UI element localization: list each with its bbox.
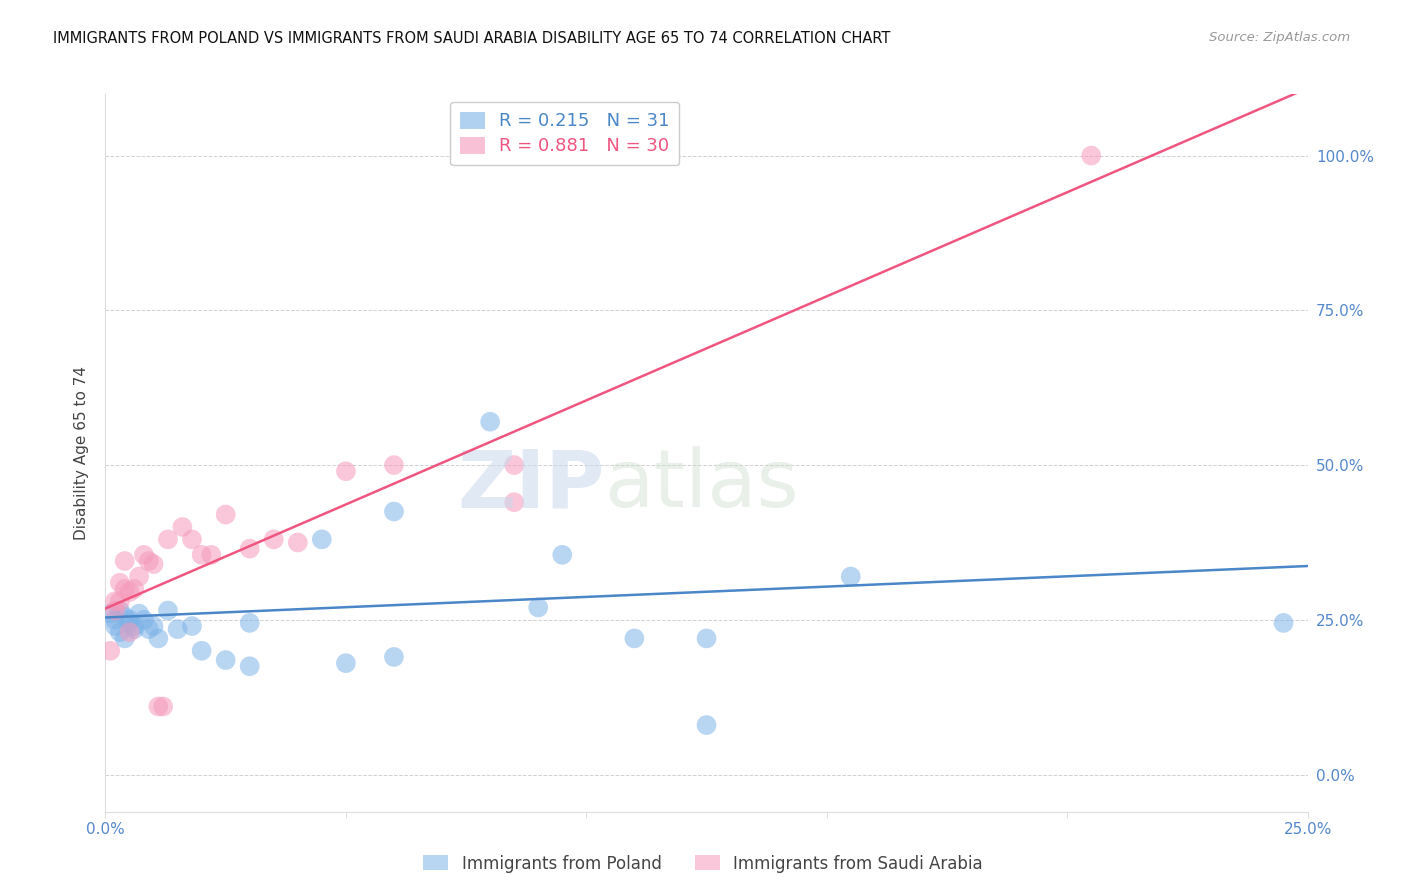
Y-axis label: Disability Age 65 to 74: Disability Age 65 to 74 xyxy=(75,366,90,540)
Point xyxy=(527,600,550,615)
Point xyxy=(335,464,357,478)
Point xyxy=(335,656,357,670)
Point xyxy=(104,594,127,608)
Point xyxy=(114,609,136,624)
Point xyxy=(118,613,141,627)
Point xyxy=(214,508,236,522)
Point xyxy=(114,554,136,568)
Point xyxy=(108,625,131,640)
Point xyxy=(142,619,165,633)
Point xyxy=(128,569,150,583)
Point xyxy=(132,613,155,627)
Point xyxy=(287,535,309,549)
Point xyxy=(172,520,194,534)
Point xyxy=(1080,148,1102,162)
Point xyxy=(623,632,645,646)
Point xyxy=(181,533,204,547)
Point xyxy=(148,699,170,714)
Point xyxy=(124,619,146,633)
Point xyxy=(214,653,236,667)
Point xyxy=(1272,615,1295,630)
Point xyxy=(142,557,165,571)
Point xyxy=(114,582,136,596)
Point xyxy=(138,554,160,568)
Point xyxy=(503,495,526,509)
Point xyxy=(128,607,150,621)
Point xyxy=(118,615,141,630)
Point xyxy=(124,622,146,636)
Point xyxy=(263,533,285,547)
Point xyxy=(108,575,131,590)
Point xyxy=(382,458,405,472)
Point xyxy=(190,644,212,658)
Point xyxy=(104,603,127,617)
Legend: Immigrants from Poland, Immigrants from Saudi Arabia: Immigrants from Poland, Immigrants from … xyxy=(416,848,990,880)
Point xyxy=(166,622,188,636)
Point xyxy=(551,548,574,562)
Point xyxy=(114,632,136,646)
Point xyxy=(104,619,127,633)
Point xyxy=(190,548,212,562)
Point xyxy=(382,650,405,665)
Point xyxy=(479,415,502,429)
Point xyxy=(200,548,222,562)
Point xyxy=(239,541,262,556)
Point xyxy=(156,533,179,547)
Point xyxy=(239,659,262,673)
Point xyxy=(104,613,127,627)
Point xyxy=(132,548,155,562)
Point xyxy=(696,632,718,646)
Point xyxy=(503,458,526,472)
Text: ZIP: ZIP xyxy=(457,446,605,524)
Point xyxy=(118,585,141,599)
Point xyxy=(148,632,170,646)
Point xyxy=(239,615,262,630)
Point xyxy=(124,582,146,596)
Point xyxy=(138,622,160,636)
Point xyxy=(108,603,131,617)
Point xyxy=(839,569,862,583)
Point xyxy=(108,594,131,608)
Legend: R = 0.215   N = 31, R = 0.881   N = 30: R = 0.215 N = 31, R = 0.881 N = 30 xyxy=(450,102,679,165)
Point xyxy=(152,699,174,714)
Point xyxy=(98,607,121,621)
Point xyxy=(696,718,718,732)
Text: Source: ZipAtlas.com: Source: ZipAtlas.com xyxy=(1209,31,1350,45)
Text: IMMIGRANTS FROM POLAND VS IMMIGRANTS FROM SAUDI ARABIA DISABILITY AGE 65 TO 74 C: IMMIGRANTS FROM POLAND VS IMMIGRANTS FRO… xyxy=(53,31,891,46)
Point xyxy=(118,625,141,640)
Point xyxy=(181,619,204,633)
Point xyxy=(98,644,121,658)
Text: atlas: atlas xyxy=(605,446,799,524)
Point xyxy=(156,603,179,617)
Point xyxy=(311,533,333,547)
Point xyxy=(382,504,405,518)
